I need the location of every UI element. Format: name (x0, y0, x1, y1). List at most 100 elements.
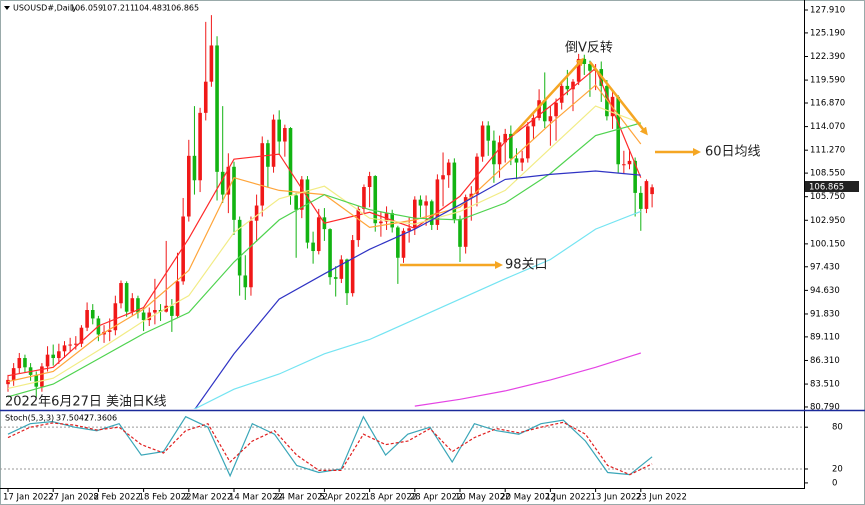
candle-body (452, 162, 457, 220)
moving-average (7, 122, 641, 398)
candle-body (520, 158, 524, 163)
candle-body (170, 305, 174, 316)
candle-body (237, 219, 242, 276)
candle-body (249, 220, 253, 288)
y-tick-label: 91.830 (810, 309, 840, 319)
stoch-k-value: 37.5047 (56, 414, 89, 423)
y-tick-label: 89.110 (810, 332, 840, 342)
candle-body (153, 310, 157, 313)
candle-body (396, 227, 400, 258)
y-tick-label: 102.950 (810, 216, 845, 226)
arrow (589, 61, 648, 136)
candle-body (90, 310, 95, 319)
candle-body (582, 58, 587, 64)
stoch-d-value: 27.3606 (84, 414, 117, 423)
y-tick-label: 94.630 (810, 286, 840, 296)
candle-body (526, 126, 530, 159)
candle-body (379, 221, 383, 224)
candle-body (141, 312, 146, 321)
moving-average (414, 352, 641, 407)
candle-body (373, 176, 378, 224)
y-tick-label: 0 (832, 478, 837, 488)
candle-body (503, 133, 507, 143)
candle-body (198, 112, 202, 181)
candle-body (136, 298, 140, 313)
candle-body (294, 195, 298, 210)
x-tick-label: 18 Apr 2022 (365, 493, 418, 503)
x-tick-label: 5 Apr 2022 (319, 493, 366, 503)
candle-body (509, 133, 513, 159)
x-tick-label: 23 Jun 2022 (636, 493, 687, 503)
candle-body (300, 179, 304, 210)
candle-body (633, 160, 637, 193)
candle-body (175, 281, 180, 316)
candle-body (605, 85, 609, 117)
x-tick-label: 28 Apr 2022 (410, 493, 463, 503)
y-tick-label: 80 (832, 423, 843, 433)
candle-body (277, 119, 281, 142)
candle-body (79, 327, 84, 344)
candle-body (565, 85, 570, 90)
candle-body (497, 142, 502, 165)
annotation: 60日均线 (705, 145, 761, 160)
candle-body (401, 230, 406, 258)
candle-body (57, 351, 61, 359)
candle-body (254, 205, 259, 221)
candle-body (11, 368, 16, 380)
y-tick-label: 122.390 (810, 52, 845, 62)
candle-body (514, 158, 519, 163)
candle-body (333, 277, 338, 279)
candle-body (260, 143, 265, 206)
x-tick-label: 18 Feb 2022 (139, 493, 192, 503)
candle-body (554, 102, 558, 117)
candle-body (639, 192, 643, 209)
arrow (512, 57, 585, 136)
y-tick-label: 20 (832, 464, 843, 474)
x-tick-label: 27 Jan 2022 (48, 493, 99, 503)
candle-body (435, 179, 440, 225)
x-tick-label: 10 May 2022 (455, 493, 510, 503)
y-tick-label: 127.910 (810, 5, 845, 15)
candle-body (316, 217, 321, 252)
candle-body (480, 125, 485, 157)
candle-body (559, 85, 564, 103)
y-tick-label: 83.510 (810, 380, 840, 390)
open-value: 106.059 (70, 4, 103, 13)
moving-average (7, 67, 642, 377)
close-value: 106.865 (166, 4, 199, 13)
candle-body (40, 366, 44, 387)
candle-body (571, 81, 575, 90)
candle-body (17, 358, 22, 369)
stoch-title: Stoch(5,3,3) (5, 414, 54, 423)
candle-body (350, 240, 355, 294)
candle-body (203, 81, 208, 113)
x-tick-label: 24 Mar 2022 (274, 493, 328, 503)
candle-body (6, 379, 10, 385)
candle-body (107, 330, 112, 332)
candle-body (62, 345, 67, 352)
candle-body (68, 344, 72, 346)
annotation: 2022年6月27日 美油日K线 (5, 395, 167, 410)
price-tag-label: 106.865 (809, 183, 844, 193)
candle-body (407, 228, 411, 231)
candle-body (45, 354, 50, 367)
candle-body (130, 298, 135, 312)
x-tick-label: 1 Jun 2022 (545, 493, 591, 503)
y-tick-label: 100.150 (810, 239, 845, 249)
candle-body (441, 175, 445, 180)
candle-body (367, 176, 372, 188)
candle-body (209, 45, 214, 82)
candle-body (446, 162, 451, 176)
y-tick-label: 119.590 (810, 76, 845, 86)
candle-body (413, 199, 417, 229)
y-tick-label: 86.310 (810, 356, 840, 366)
candle-body (34, 374, 39, 387)
candle-body (356, 208, 361, 241)
candle-body (119, 283, 123, 304)
y-tick-label: 125.190 (810, 28, 845, 38)
candle-body (492, 140, 496, 165)
y-tick-label: 105.750 (810, 192, 845, 202)
candle-body (339, 259, 344, 279)
candle-body (220, 171, 225, 195)
